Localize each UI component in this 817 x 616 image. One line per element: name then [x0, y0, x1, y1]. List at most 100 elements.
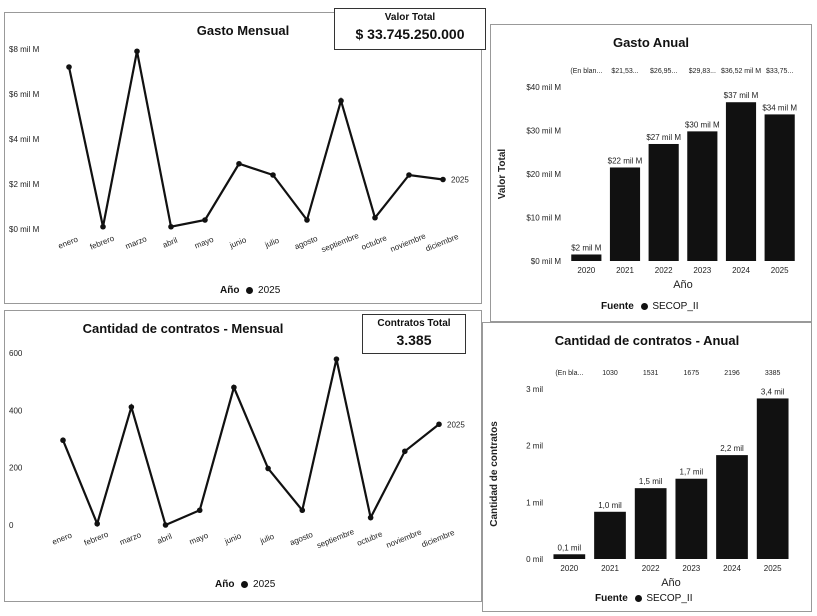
data-label: $2 mil M	[571, 243, 602, 252]
bar	[634, 488, 667, 559]
top-label: 2196	[724, 370, 740, 377]
contratos-mensual-panel: Cantidad de contratos - Mensual 0 200 400 6…	[4, 310, 482, 602]
x-tick-label: 2024	[732, 266, 750, 275]
contratos-anual-chart: 0 mil 1 mil 2 mil 3 mil Cantidad de contrato…	[489, 370, 789, 589]
x-tick-label: 2025	[764, 564, 782, 573]
valor-total-label: Valor Total	[384, 12, 436, 23]
legend-dot	[246, 286, 254, 294]
top-label: $21,53...	[611, 68, 638, 75]
legend-dot	[640, 302, 648, 310]
data-label: 0,1 mil	[558, 543, 582, 552]
x-tick-label: agosto	[289, 530, 315, 548]
x-tick-label: 2020	[577, 266, 595, 275]
bar	[675, 478, 708, 559]
data-label: 2,2 mil	[720, 444, 744, 453]
x-tick-label: 2023	[682, 564, 700, 573]
data-point	[440, 176, 446, 183]
y-tick-label: $0 mil M	[531, 257, 562, 266]
top-label: $26,95...	[650, 68, 677, 75]
x-tick-label: julio	[263, 236, 281, 250]
x-tick-label: septiembre	[320, 231, 361, 254]
series-end-label: 2025	[447, 420, 465, 429]
top-label: $36,52 mil M	[721, 68, 761, 75]
data-label: 1,5 mil	[639, 477, 663, 486]
x-tick-label: 2021	[616, 266, 634, 275]
data-point	[196, 507, 203, 514]
data-point	[202, 217, 208, 223]
y-axis-title: Cantidad de contratos	[489, 421, 500, 527]
x-tick-label: 2020	[560, 564, 578, 573]
data-point	[66, 64, 72, 70]
data-label: 3,4 mil	[761, 387, 785, 396]
x-tick-label: octubre	[356, 529, 385, 548]
x-axis-title: Año	[673, 279, 693, 291]
y-axis-title: Valor Total	[497, 149, 508, 200]
top-label: (En blan...	[570, 68, 602, 75]
y-tick-label: $8 mil M	[9, 45, 40, 54]
contratos-anual-legend: Fuente SECOP_II	[595, 593, 692, 604]
x-tick-label: diciembre	[424, 232, 460, 254]
contratos-total-label: Contratos Total	[377, 318, 451, 329]
gasto-mensual-panel: Gasto Mensual $0 mil M $2 mil M $4 mil M $6…	[4, 12, 482, 304]
legend-item: 2025	[253, 579, 276, 590]
data-point	[333, 356, 340, 362]
data-point	[406, 172, 412, 178]
gasto-mensual-title: Gasto Mensual	[196, 23, 290, 38]
gasto-anual-legend: Fuente SECOP_II	[601, 301, 698, 312]
data-point	[402, 448, 408, 455]
bar	[648, 143, 679, 261]
legend-title: Año	[215, 579, 235, 590]
top-label: $33,75...	[766, 68, 793, 75]
y-tick-label: 1 mil	[526, 498, 543, 507]
x-tick-label: agosto	[293, 234, 319, 252]
data-label: $27 mil M	[646, 133, 681, 142]
contratos-anual-title: Cantidad de contratos - Anual	[554, 333, 740, 348]
legend-title: Fuente	[595, 593, 628, 604]
data-point	[436, 421, 442, 428]
valor-total-card: Valor Total $ 33.745.250.000	[334, 8, 486, 50]
data-label: $37 mil M	[724, 91, 759, 100]
data-label: $22 mil M	[608, 156, 643, 165]
y-tick-label: $4 mil M	[9, 135, 40, 144]
data-label: $30 mil M	[685, 120, 720, 129]
bar	[764, 114, 795, 261]
x-tick-label: 2023	[693, 266, 711, 275]
data-point	[134, 48, 140, 55]
legend-dot	[634, 594, 642, 602]
data-label: 1,0 mil	[598, 501, 622, 510]
data-label: $34 mil M	[762, 103, 797, 112]
x-tick-label: febrero	[83, 530, 110, 548]
x-tick-label: 2024	[723, 564, 741, 573]
data-point	[270, 172, 276, 178]
x-tick-label: septiembre	[315, 527, 356, 550]
x-axis-title: Año	[661, 577, 681, 589]
x-tick-label: 2022	[642, 564, 660, 573]
bar	[571, 254, 602, 261]
gasto-anual-panel: Gasto Anual $0 mil M $10 mil M $20 mil M $3…	[490, 24, 812, 322]
contratos-total-value: 3.385	[396, 332, 432, 348]
contratos-mensual-chart: 0 200 400 600 2025 enero febrero marzo abril mayo…	[9, 349, 465, 550]
contratos-mensual-title: Cantidad de contratos - Mensual	[82, 321, 284, 336]
data-point	[299, 507, 306, 514]
data-point	[100, 223, 106, 230]
y-tick-label: $20 mil M	[526, 170, 561, 179]
legend-item: 2025	[258, 285, 281, 296]
y-tick-label: $10 mil M	[526, 214, 561, 223]
data-point	[60, 437, 66, 444]
x-tick-label: marzo	[118, 530, 142, 547]
bar	[756, 398, 789, 559]
bar	[716, 455, 748, 559]
data-point	[367, 514, 374, 521]
series-line	[61, 358, 440, 528]
data-point	[236, 160, 242, 167]
bar	[609, 167, 641, 261]
x-tick-label: diciembre	[420, 528, 456, 550]
valor-total-value: $ 33.745.250.000	[355, 26, 465, 42]
x-tick-label: mayo	[188, 531, 210, 547]
top-label: $29,83...	[689, 68, 716, 75]
contratos-anual-panel: Cantidad de contratos - Anual 0 mil 1 mil…	[482, 322, 812, 612]
x-tick-label: noviembre	[385, 527, 424, 550]
x-tick-label: octubre	[360, 233, 389, 252]
top-label: (En bla...	[555, 370, 583, 377]
x-tick-label: junio	[228, 235, 248, 250]
